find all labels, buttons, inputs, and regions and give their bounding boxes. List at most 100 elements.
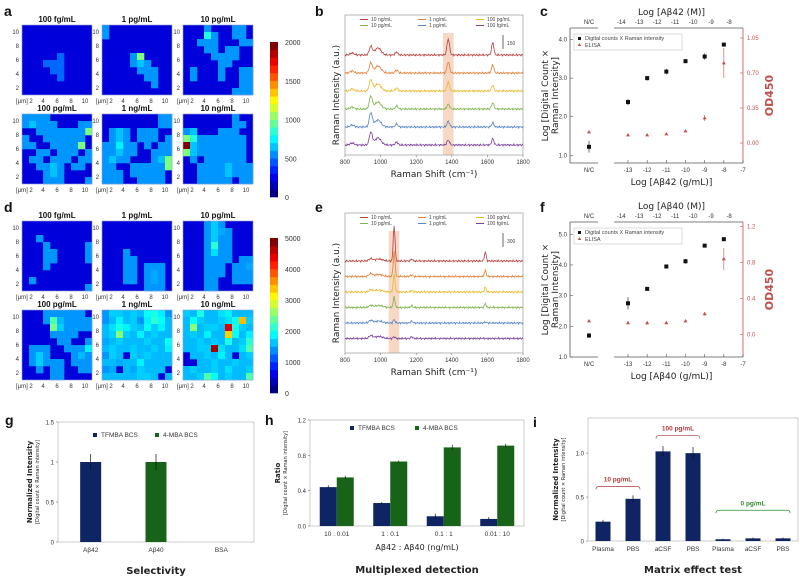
heatmap-cell xyxy=(29,114,37,122)
legend-swatch xyxy=(93,433,97,437)
heatmap-cell xyxy=(109,331,117,339)
y-axis-sublabel: [Digital count × Raman intensity] xyxy=(283,431,289,515)
heatmap-cell xyxy=(225,317,233,325)
top-axis-label: Log [Aβ42 (M)] xyxy=(638,8,705,18)
panel-label-f: f xyxy=(540,199,545,215)
heatmap-cell xyxy=(239,263,247,271)
heatmap-cell xyxy=(204,270,212,278)
heatmap-cell xyxy=(85,121,93,129)
heatmap-cell xyxy=(183,338,191,346)
heatmap-xtick: 8 xyxy=(69,384,73,390)
ytick-label: 4.0 xyxy=(559,38,568,44)
ytick-label: 1.0 xyxy=(559,153,568,159)
colorbar-step xyxy=(270,338,278,347)
heatmap-cell xyxy=(239,324,247,332)
heatmap-a-4: 100 pg/mL 2 4 6 8 10 2 4 6 8 10 [μm] xyxy=(12,104,93,194)
heatmap-xtick: 8 xyxy=(230,188,234,194)
heatmap-cell xyxy=(232,366,240,374)
heatmap-cell xyxy=(85,359,93,367)
heatmap-cell xyxy=(57,135,65,143)
heatmap-cell xyxy=(151,263,159,271)
panel-label-b: b xyxy=(315,3,324,19)
data-point-elisa xyxy=(664,132,669,136)
heatmap-cell xyxy=(246,324,254,332)
heatmap-cell xyxy=(57,149,65,157)
heatmap-cell xyxy=(158,163,166,171)
heatmap-xtick: 10 xyxy=(162,295,169,301)
heatmap-cell xyxy=(190,74,198,82)
heatmap-cell xyxy=(246,81,254,89)
heatmap-cell xyxy=(29,142,37,150)
heatmap-cell xyxy=(232,373,240,381)
bar xyxy=(595,521,611,541)
heatmap-cell xyxy=(158,345,166,353)
heatmap-frame xyxy=(21,113,93,185)
heatmap-ytick: 2 xyxy=(16,86,20,92)
heatmap-cell xyxy=(158,284,166,292)
heatmap-xtick: 8 xyxy=(149,99,153,105)
xtick-label: -12 xyxy=(643,168,652,174)
heatmap-cell xyxy=(204,135,212,143)
heatmap-a-5: 1 ng/mL 2 4 6 8 10 2 4 6 8 10 [μm] xyxy=(92,104,173,194)
heatmap-cell xyxy=(190,317,198,325)
heatmap-cell xyxy=(211,46,219,54)
heatmap-cell xyxy=(151,74,159,82)
heatmap-frame xyxy=(21,24,93,96)
colorbar-step xyxy=(270,104,278,113)
heatmap-cell xyxy=(204,46,212,54)
heatmap-cell xyxy=(50,170,58,178)
heatmap-cell xyxy=(36,352,44,360)
top-axis-label: Log [Aβ40 (M)] xyxy=(638,202,705,212)
data-point-digital xyxy=(664,69,669,74)
bar xyxy=(80,462,102,542)
heatmap-cell xyxy=(50,177,58,185)
heatmap-cell xyxy=(239,359,247,367)
heatmap-cell xyxy=(102,170,110,178)
heatmap-xtick: 2 xyxy=(29,384,33,390)
heatmap-cell xyxy=(158,310,166,318)
heatmap-cell xyxy=(144,67,152,75)
heatmap-cell xyxy=(225,324,233,332)
heatmap-ytick: 10 xyxy=(173,30,180,36)
heatmap-ytick: 6 xyxy=(177,254,181,260)
colorbar-step xyxy=(270,354,278,363)
heatmap-cell xyxy=(225,310,233,318)
heatmap-cell xyxy=(183,331,191,339)
top-tick-label: -10 xyxy=(689,20,698,26)
legend-entry: ELISA xyxy=(585,237,601,243)
colorbar-step xyxy=(270,173,278,182)
heatmap-cell xyxy=(29,352,37,360)
heatmap-cell xyxy=(190,324,198,332)
heatmap-cell xyxy=(225,156,233,164)
heatmap-cell xyxy=(151,324,159,332)
heatmap-cell xyxy=(218,366,226,374)
heatmap-cell xyxy=(151,317,159,325)
heatmap-unit-label: [μm] xyxy=(16,295,28,301)
heatmap-ytick: 8 xyxy=(177,133,181,139)
heatmap-ytick: 8 xyxy=(96,44,100,50)
heatmap-cell xyxy=(144,177,152,185)
heatmap-cell xyxy=(130,142,138,150)
heatmap-cell xyxy=(225,366,233,374)
heatmap-cell xyxy=(239,32,247,40)
heatmap-cell xyxy=(204,359,212,367)
heatmap-cell xyxy=(225,60,233,68)
heatmap-cell xyxy=(218,345,226,353)
heatmap-title: 100 pg/mL xyxy=(37,300,77,309)
heatmap-cell xyxy=(151,345,159,353)
bar xyxy=(745,538,761,541)
heatmap-cell xyxy=(204,345,212,353)
xtick-label: 1000 xyxy=(374,358,388,364)
heatmap-xtick: 2 xyxy=(190,99,194,105)
y-axis-label-line1: Log [Digital Count × xyxy=(541,50,551,142)
heatmap-cell xyxy=(50,156,58,164)
heatmap-xtick: 8 xyxy=(69,188,73,194)
heatmap-cell xyxy=(211,235,219,243)
top-tick-label: -9 xyxy=(708,20,714,26)
heatmap-cell xyxy=(218,156,226,164)
data-point-digital xyxy=(626,100,630,105)
y2tick-label: 0.00 xyxy=(747,141,759,147)
heatmap-cell xyxy=(232,114,240,122)
heatmap-cell xyxy=(218,310,226,318)
heatmap-cell xyxy=(211,170,219,178)
